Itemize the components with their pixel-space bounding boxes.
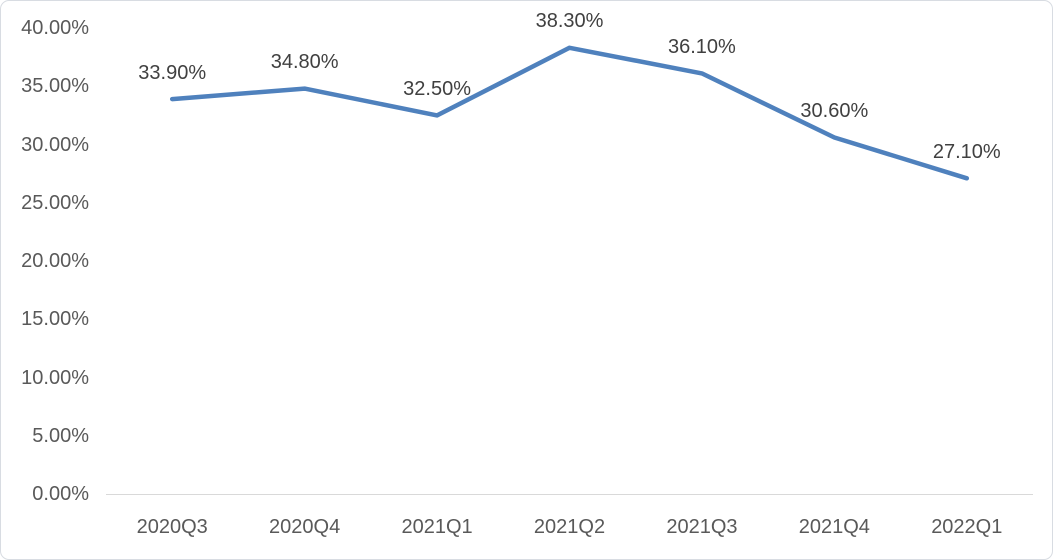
x-axis-category-label: 2022Q1 [931,516,1003,538]
x-axis-category-label: 2020Q4 [269,516,341,538]
data-point-label: 32.50% [403,77,471,100]
x-axis-category-label: 2021Q2 [533,516,606,538]
x-axis-category-label: 2021Q3 [666,516,738,538]
data-point-label: 38.30% [535,10,604,33]
y-axis-tick-label: 10.00% [21,366,89,389]
y-axis-tick-label: 5.00% [32,424,89,447]
y-axis-tick-label: 40.00% [21,17,89,39]
data-point-label: 27.10% [932,140,1001,163]
y-axis-tick-label: 0.00% [32,483,89,505]
y-axis-tick-label: 25.00% [21,191,89,214]
y-axis-tick-label: 35.00% [21,75,89,98]
data-point-label: 30.60% [800,100,869,122]
x-axis-line [106,494,1033,495]
x-axis-category-label: 2020Q3 [136,516,208,538]
data-point-label: 33.90% [138,61,207,84]
x-axis-category-label: 2021Q1 [401,516,473,538]
x-axis-category-label: 2021Q4 [798,516,870,538]
data-point-label: 36.10% [668,35,736,58]
y-axis-tick-label: 15.00% [21,308,89,331]
data-point-label: 34.80% [270,51,339,74]
y-axis-tick-label: 30.00% [21,133,89,156]
y-axis-tick-label: 20.00% [21,250,89,272]
